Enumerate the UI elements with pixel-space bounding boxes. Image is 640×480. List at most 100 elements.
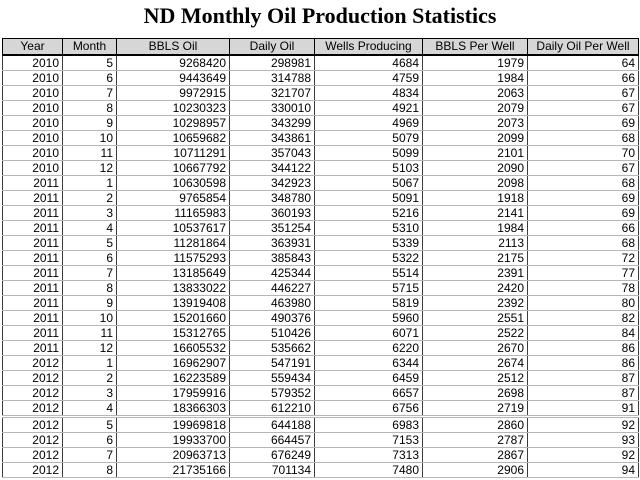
table-row: 2011 1 10630598 342923 5067 2098 68 (2, 175, 639, 191)
table-cell: 10230323 (116, 100, 230, 116)
table-cell: 16223589 (116, 370, 230, 386)
table-cell: 2012 (2, 415, 63, 433)
table-cell: 2670 (422, 340, 528, 356)
table-cell: 1984 (422, 70, 528, 86)
table-row: 2010 8 10230323 330010 4921 2079 67 (2, 100, 639, 116)
table-cell: 4 (62, 400, 117, 417)
table-row: 2011 10 15201660 490376 5960 2551 82 (2, 310, 639, 326)
table-cell: 78 (527, 280, 639, 296)
table-cell: 4759 (314, 70, 423, 86)
table-cell: 490376 (229, 310, 315, 326)
table-cell: 84 (527, 325, 639, 341)
table-cell: 330010 (229, 100, 315, 116)
table-row: 2011 4 10537617 351254 5310 1984 66 (2, 220, 639, 236)
table-cell: 9268420 (116, 54, 230, 71)
table-cell: 16962907 (116, 355, 230, 371)
table-cell: 6220 (314, 340, 423, 356)
table-cell: 5819 (314, 295, 423, 311)
table-cell: 2719 (422, 400, 528, 417)
table-cell: 87 (527, 370, 639, 386)
table-cell: 2012 (2, 355, 63, 371)
table-cell: 87 (527, 385, 639, 401)
table-cell: 2012 (2, 370, 63, 386)
table-cell: 11281864 (116, 235, 230, 251)
table-cell: 1 (62, 355, 117, 371)
table-cell: 1 (62, 175, 117, 191)
table-cell: 2867 (422, 447, 528, 463)
table-row: 2011 12 16605532 535662 6220 2670 86 (2, 340, 639, 356)
table-cell: 82 (527, 310, 639, 326)
table-row: 2010 5 9268420 298981 4684 1979 64 (2, 54, 639, 71)
table-cell: 69 (527, 115, 639, 131)
table-row: 2011 2 9765854 348780 5091 1918 69 (2, 190, 639, 206)
table-cell: 2512 (422, 370, 528, 386)
table-cell: 2011 (2, 295, 63, 311)
table-cell: 2012 (2, 385, 63, 401)
table-cell: 342923 (229, 175, 315, 191)
table-cell: 5 (62, 54, 117, 71)
table-cell: 77 (527, 265, 639, 281)
table-cell: 9 (62, 295, 117, 311)
table-cell: 2079 (422, 100, 528, 116)
table-cell: 2098 (422, 175, 528, 191)
table-cell: 6756 (314, 400, 423, 417)
table-cell: 1918 (422, 190, 528, 206)
table-cell: 5079 (314, 130, 423, 146)
table-cell: 86 (527, 355, 639, 371)
table-cell: 343299 (229, 115, 315, 131)
table-cell: 6344 (314, 355, 423, 371)
table-cell: 5 (62, 235, 117, 251)
table-cell: 9443649 (116, 70, 230, 86)
table-cell: 2392 (422, 295, 528, 311)
table-cell: 21735166 (116, 462, 230, 478)
table-row: 2011 11 15312765 510426 6071 2522 84 (2, 325, 639, 341)
table-cell: 2141 (422, 205, 528, 221)
table-cell: 3 (62, 385, 117, 401)
column-header-daily-oil-per-well: Daily Oil Per Well (527, 38, 639, 56)
table-row: 2012 2 16223589 559434 6459 2512 87 (2, 370, 639, 386)
table-cell: 67 (527, 85, 639, 101)
table-cell: 676249 (229, 447, 315, 463)
table-row: 2011 6 11575293 385843 5322 2175 72 (2, 250, 639, 266)
table-cell: 92 (527, 447, 639, 463)
table-cell: 4969 (314, 115, 423, 131)
table-cell: 93 (527, 432, 639, 448)
table-cell: 2011 (2, 235, 63, 251)
table-cell: 348780 (229, 190, 315, 206)
table-cell: 5067 (314, 175, 423, 191)
table-cell: 7153 (314, 432, 423, 448)
table-cell: 2698 (422, 385, 528, 401)
table-cell: 701134 (229, 462, 315, 478)
table-cell: 66 (527, 220, 639, 236)
table-cell: 10711291 (116, 145, 230, 161)
table-row: 2011 8 13833022 446227 5715 2420 78 (2, 280, 639, 296)
table-cell: 2010 (2, 130, 63, 146)
table-cell: 11575293 (116, 250, 230, 266)
table-cell: 15312765 (116, 325, 230, 341)
table-cell: 2010 (2, 115, 63, 131)
table-cell: 68 (527, 130, 639, 146)
table-cell: 86 (527, 340, 639, 356)
table-cell: 2012 (2, 432, 63, 448)
table-cell: 4921 (314, 100, 423, 116)
table-cell: 12 (62, 160, 117, 176)
table-cell: 18366303 (116, 400, 230, 417)
table-cell: 2175 (422, 250, 528, 266)
table-cell: 15201660 (116, 310, 230, 326)
table-cell: 314788 (229, 70, 315, 86)
table-cell: 92 (527, 415, 639, 433)
table-cell: 2010 (2, 100, 63, 116)
table-cell: 5099 (314, 145, 423, 161)
table-cell: 10 (62, 130, 117, 146)
table-cell: 2113 (422, 235, 528, 251)
table-cell: 5103 (314, 160, 423, 176)
table-cell: 2010 (2, 160, 63, 176)
table-cell: 360193 (229, 205, 315, 221)
table-row: 2010 9 10298957 343299 4969 2073 69 (2, 115, 639, 131)
page-title: ND Monthly Oil Production Statistics (143, 3, 497, 28)
column-header-bbls-per-well: BBLS Per Well (422, 38, 528, 56)
table-cell: 8 (62, 280, 117, 296)
table-cell: 4 (62, 220, 117, 236)
table-cell: 19969818 (116, 415, 230, 433)
table-cell: 17959916 (116, 385, 230, 401)
